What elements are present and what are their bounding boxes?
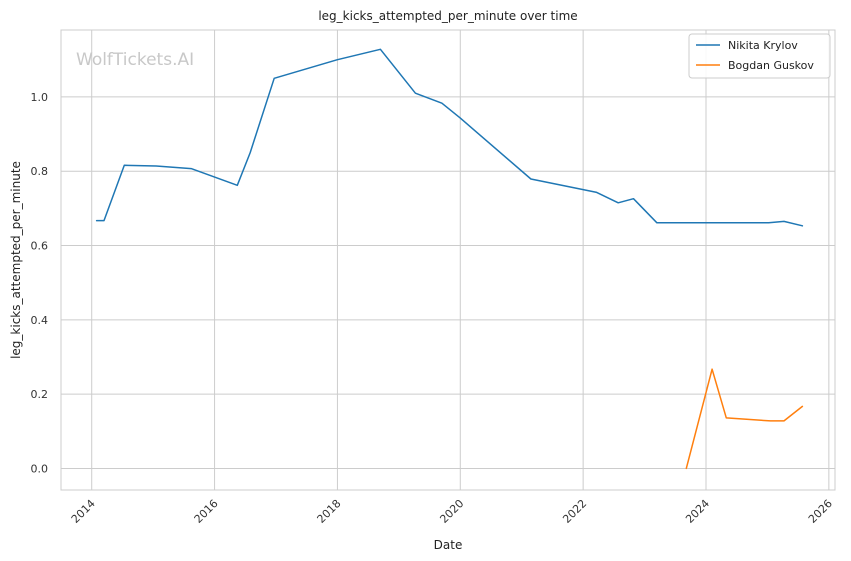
series-line-2 (685, 368, 804, 470)
x-tick-label: 2024 (683, 497, 712, 526)
y-tick-label: 0.6 (31, 240, 49, 253)
plot-frame (60, 29, 836, 491)
y-tick-label: 0.8 (31, 165, 49, 178)
y-tick-label: 0.0 (31, 462, 49, 475)
legend-label: Nikita Krylov (728, 39, 798, 52)
x-tick-label: 2020 (437, 497, 466, 526)
x-tick-label: 2016 (192, 497, 221, 526)
legend-label: Bogdan Guskov (728, 59, 814, 72)
x-tick-label: 2022 (560, 497, 589, 526)
y-tick-label: 1.0 (31, 91, 49, 104)
x-axis-label: Date (434, 538, 463, 552)
x-tick-label: 2026 (806, 497, 835, 526)
series-line-1 (95, 48, 804, 227)
plot-background (61, 30, 835, 490)
x-tick-label: 2014 (69, 497, 98, 526)
chart-title: leg_kicks_attempted_per_minute over time (318, 9, 577, 23)
y-tick-label: 0.2 (31, 388, 49, 401)
y-tick-label: 0.4 (31, 314, 49, 327)
series-layer (95, 48, 804, 470)
y-axis-label: leg_kicks_attempted_per_minute (9, 161, 23, 359)
grid (61, 30, 835, 490)
y-tick-labels: 0.0 0.2 0.4 0.6 0.8 1.0 (31, 91, 49, 476)
legend-box (688, 33, 831, 79)
watermark: WolfTickets.AI (76, 50, 194, 70)
x-tick-labels: 2014 2016 2018 2020 2022 2024 2026 (69, 497, 835, 526)
legend: Nikita Krylov Bogdan Guskov (688, 33, 831, 79)
x-tick-label: 2018 (315, 497, 344, 526)
